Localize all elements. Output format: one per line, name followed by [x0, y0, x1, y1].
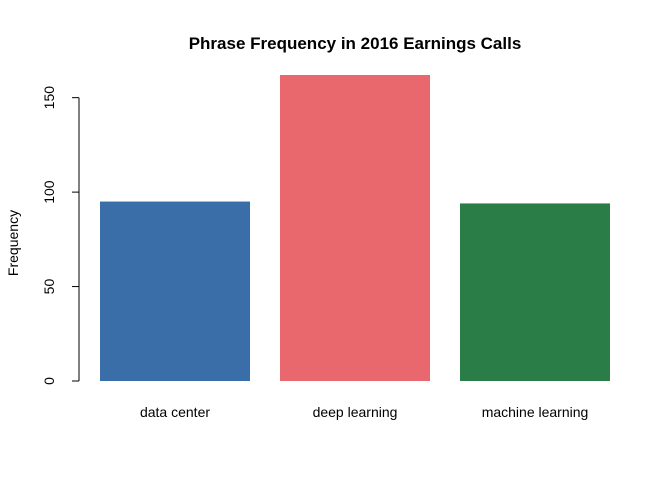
x-tick-label: deep learning	[313, 404, 398, 420]
y-tick-label: 150	[41, 86, 57, 110]
x-tick-label: machine learning	[482, 404, 589, 420]
x-tick-label: data center	[140, 404, 210, 420]
bar-machine-learning	[460, 203, 610, 381]
bar-data-center	[100, 201, 250, 381]
y-axis-label: Frequency	[5, 210, 21, 276]
x-labels-group: data center deep learning machine learning	[140, 404, 588, 420]
chart-title: Phrase Frequency in 2016 Earnings Calls	[189, 34, 522, 53]
y-ticks-group: 0 50 100 150	[41, 86, 79, 385]
bars-group	[100, 75, 610, 381]
bar-deep-learning	[280, 75, 430, 381]
y-tick-label: 50	[41, 279, 57, 295]
y-tick-label: 0	[41, 377, 57, 385]
y-tick-label: 100	[41, 180, 57, 204]
